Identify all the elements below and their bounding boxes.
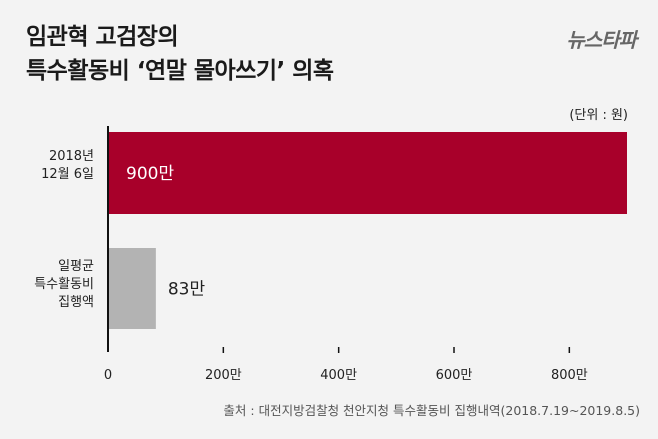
bar-value-label-1: 83만 <box>168 280 206 300</box>
x-tick-label: 800만 <box>551 368 588 383</box>
category-label-line: 집행액 <box>58 295 94 310</box>
x-tick-label: 200만 <box>205 368 242 383</box>
title-line-1: 임관혁 고검장의 <box>26 24 179 50</box>
category-label-line: 특수활동비 <box>34 277 94 292</box>
bar-value-label-0: 900만 <box>126 164 174 184</box>
category-label-2018-12-06: 2018년 12월 6일 <box>14 148 94 184</box>
bar-1 <box>108 248 156 329</box>
chart-title: 임관혁 고검장의 특수활동비 ‘연말 몰아쓰기’ 의혹 <box>26 20 334 88</box>
bar-0 <box>108 132 627 214</box>
x-tick-label: 600만 <box>436 368 473 383</box>
title-line-2: 특수활동비 ‘연말 몰아쓰기’ 의혹 <box>26 58 334 84</box>
unit-label: (단위 : 원) <box>569 108 628 123</box>
x-tick-label: 400만 <box>320 368 357 383</box>
source-note: 출처 : 대전지방검찰청 천안지청 특수활동비 집행내역(2018.7.19~2… <box>223 403 640 418</box>
category-label-line: 일평균 <box>58 259 94 274</box>
category-label-line: 12월 6일 <box>41 167 94 182</box>
category-label-line: 2018년 <box>48 149 94 164</box>
x-tick-label: 0 <box>104 368 112 383</box>
newstapa-logo: 뉴스타파 <box>566 28 637 52</box>
